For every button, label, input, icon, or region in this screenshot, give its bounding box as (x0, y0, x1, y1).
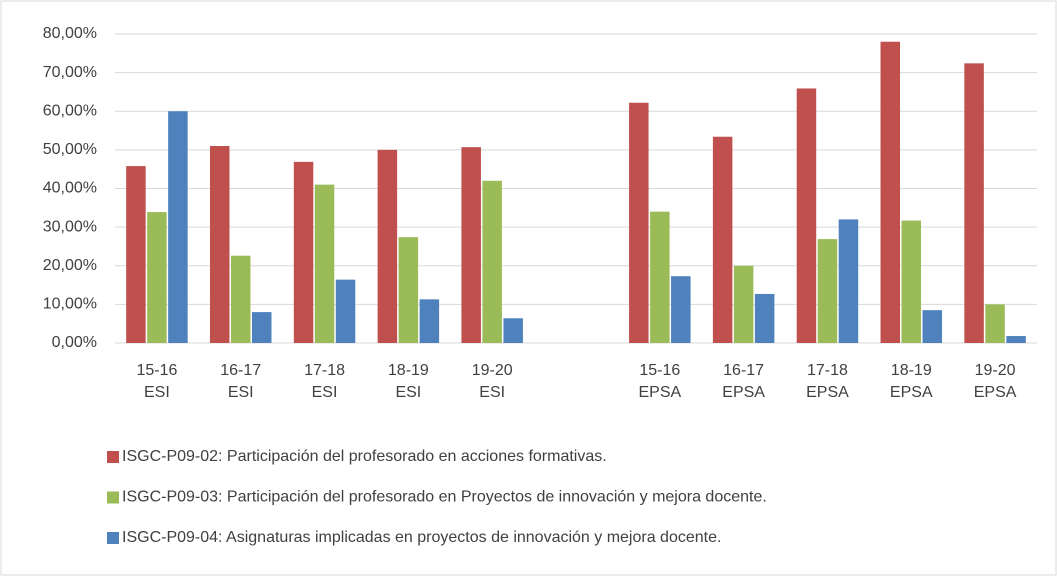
x-tick-label: 16-17 EPSA (722, 362, 765, 401)
bar (733, 265, 754, 343)
x-tick-label: 18-19 EPSA (889, 362, 933, 401)
bar (754, 293, 775, 343)
x-tick-label: 18-19 ESI (387, 362, 429, 401)
x-tick-label: 15-16 EPSA (638, 362, 682, 401)
bar (503, 318, 523, 343)
bar (398, 237, 419, 343)
bar (796, 88, 817, 344)
y-tick-label: 60,00% (43, 102, 97, 119)
bar (985, 304, 1005, 343)
bar (1006, 336, 1026, 343)
y-tick-label: 70,00% (43, 64, 97, 81)
legend-swatch (107, 451, 119, 463)
legend-label: ISGC-P09-02: Participación del profesora… (122, 448, 607, 465)
y-tick-label: 0,00% (52, 334, 97, 351)
x-tick-label: 16-17 ESI (220, 362, 262, 401)
bar (482, 180, 502, 343)
bar (126, 166, 146, 343)
bar (880, 41, 901, 343)
x-tick-label: 19-20 ESI (471, 362, 513, 401)
y-tick-label: 50,00% (43, 141, 97, 158)
x-tick-label: 17-18 EPSA (806, 362, 849, 401)
bar (817, 239, 838, 343)
bar (964, 63, 984, 343)
bar (671, 276, 691, 343)
bar (922, 310, 943, 343)
bar (838, 219, 859, 343)
legend-label: ISGC-P09-04: Asignaturas implicadas en p… (122, 529, 721, 546)
bar (419, 299, 440, 343)
bar (901, 220, 922, 343)
bar (629, 102, 649, 343)
legend-swatch (107, 491, 119, 504)
bar (335, 279, 356, 343)
bar (314, 184, 335, 343)
bar (293, 161, 314, 343)
legend-label: ISGC-P09-03: Participación del profesora… (122, 489, 767, 506)
y-tick-label: 30,00% (43, 218, 97, 235)
x-tick-label: 15-16 ESI (136, 362, 178, 401)
bar (230, 255, 251, 343)
y-tick-label: 80,00% (43, 25, 97, 42)
y-tick-label: 20,00% (43, 257, 97, 274)
bar (168, 111, 188, 343)
bar (712, 136, 733, 343)
legend-swatch (107, 532, 119, 544)
x-tick-label: 17-18 ESI (304, 362, 345, 401)
y-tick-label: 10,00% (43, 296, 97, 313)
bar (377, 149, 398, 343)
y-tick-label: 40,00% (43, 180, 97, 197)
bar (251, 312, 272, 343)
bar (147, 212, 167, 343)
bar (209, 146, 230, 343)
bar (461, 147, 481, 343)
x-tick-label: 19-20 EPSA (973, 362, 1017, 401)
bar (650, 211, 670, 343)
